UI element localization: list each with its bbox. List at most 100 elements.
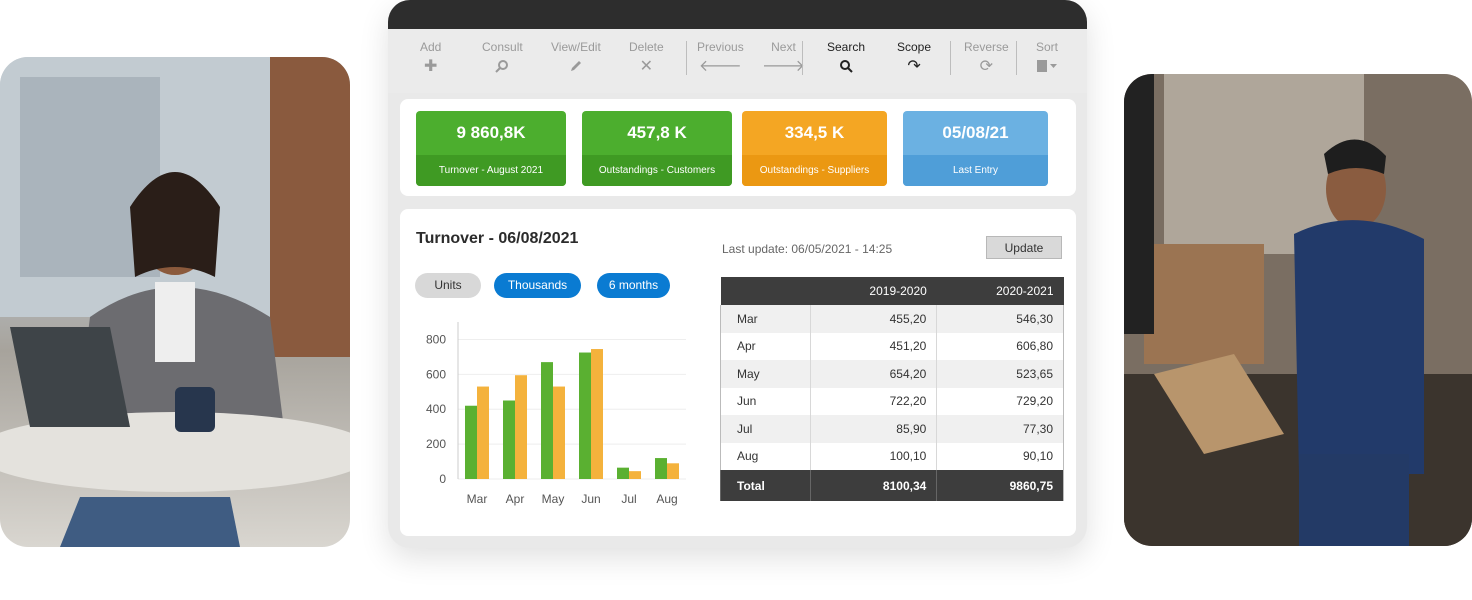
table-row[interactable]: Aug 100,10 90,10 — [720, 442, 1064, 470]
next-button[interactable]: Next 🡒 — [762, 40, 805, 75]
table-total-cell: 9860,75 — [936, 470, 1064, 501]
bar — [667, 463, 679, 479]
toolbar-divider — [950, 41, 951, 75]
kpi-value: 05/08/21 — [942, 123, 1009, 142]
kpi-outstandings-customers[interactable]: 457,8 K Outstandings - Customers — [582, 111, 732, 186]
table-row[interactable]: Jul 85,90 77,30 — [720, 415, 1064, 443]
table-cell: Mar — [720, 305, 811, 333]
table-row[interactable]: Apr 451,20 606,80 — [720, 332, 1064, 360]
plus-icon: ✚ — [423, 58, 438, 75]
bar — [655, 458, 667, 479]
toolbar: Add ✚ Consult View/Edit Delete ✕ Previou… — [388, 29, 1087, 93]
document-sort-icon — [1036, 59, 1058, 77]
delete-button[interactable]: Delete ✕ — [629, 40, 664, 75]
y-tick-label: 0 — [439, 472, 446, 486]
table-cell: 722,20 — [809, 387, 937, 415]
update-button[interactable]: Update — [986, 236, 1062, 259]
table-row[interactable]: Mar 455,20 546,30 — [720, 305, 1064, 333]
bar — [541, 362, 553, 479]
toolbar-divider — [1016, 41, 1017, 75]
bar — [591, 349, 603, 479]
kpi-value: 457,8 K — [627, 123, 687, 142]
consult-button[interactable]: Consult — [482, 40, 523, 77]
kpi-label: Outstandings - Customers — [582, 155, 732, 186]
kpi-label: Outstandings - Suppliers — [742, 155, 887, 186]
bar — [515, 375, 527, 479]
table-cell: 455,20 — [809, 305, 937, 333]
table-total-row: Total 8100,34 9860,75 — [720, 470, 1064, 501]
arrow-right-icon: 🡒 — [762, 58, 805, 75]
bar — [477, 386, 489, 479]
search-button[interactable]: Search — [827, 40, 865, 77]
bar — [553, 386, 565, 479]
view-edit-button[interactable]: View/Edit — [551, 40, 601, 77]
table-row[interactable]: Jun 722,20 729,20 — [720, 387, 1064, 415]
turnover-panel: Turnover - 06/08/2021 Last update: 06/05… — [400, 209, 1076, 536]
photo-woman-at-laptop — [0, 57, 350, 547]
table-cell: Apr — [720, 332, 811, 360]
last-update-text: Last update: 06/05/2021 - 14:25 — [722, 242, 893, 256]
units-filter-button[interactable]: Units — [415, 273, 481, 298]
pencil-icon — [551, 59, 601, 77]
x-tick-label: Mar — [467, 492, 488, 506]
table-cell: 85,90 — [809, 415, 937, 443]
turnover-table: 2019-2020 2020-2021 Mar 455,20 546,30 Ap… — [720, 277, 1064, 501]
y-tick-label: 200 — [426, 437, 446, 451]
x-tick-label: Jul — [621, 492, 636, 506]
previous-button[interactable]: Previous 🡐 — [697, 40, 744, 75]
table-header-row: 2019-2020 2020-2021 — [720, 277, 1064, 305]
app-window: Add ✚ Consult View/Edit Delete ✕ Previou… — [388, 0, 1087, 548]
add-button[interactable]: Add ✚ — [420, 40, 442, 75]
kpi-turnover[interactable]: 9 860,8K Turnover - August 2021 — [416, 111, 566, 186]
table-cell: 546,30 — [936, 305, 1064, 333]
table-header — [720, 277, 811, 305]
table-total-cell: 8100,34 — [809, 470, 937, 501]
search-icon — [482, 59, 523, 77]
redo-icon: ↷ — [907, 58, 921, 75]
x-tick-label: Jun — [581, 492, 600, 506]
sort-button[interactable]: Sort — [1036, 40, 1058, 77]
y-tick-label: 600 — [426, 367, 446, 381]
kpi-outstandings-suppliers[interactable]: 334,5 K Outstandings - Suppliers — [742, 111, 887, 186]
table-cell: 523,65 — [936, 360, 1064, 388]
table-cell: 100,10 — [809, 442, 937, 470]
x-tick-label: Apr — [506, 492, 525, 506]
table-header: 2019-2020 — [810, 277, 937, 305]
kpi-label: Last Entry — [903, 155, 1048, 186]
kpi-label: Turnover - August 2021 — [416, 155, 566, 186]
table-cell: 729,20 — [936, 387, 1064, 415]
refresh-icon: ⟳ — [979, 58, 994, 75]
table-cell: 77,30 — [936, 415, 1064, 443]
photo-man-packing-box — [1124, 74, 1472, 546]
page-title: Turnover - 06/08/2021 — [416, 230, 579, 247]
kpi-panel: 9 860,8K Turnover - August 2021 457,8 K … — [400, 99, 1076, 196]
table-cell: 451,20 — [809, 332, 937, 360]
table-header: 2020-2021 — [936, 277, 1064, 305]
bar — [629, 471, 641, 479]
six-months-filter-button[interactable]: 6 months — [597, 273, 670, 298]
table-cell: May — [720, 360, 811, 388]
window-titlebar — [388, 0, 1087, 29]
x-tick-label: May — [542, 492, 565, 506]
x-tick-label: Aug — [656, 492, 677, 506]
table-total-cell: Total — [720, 470, 811, 501]
kpi-value: 9 860,8K — [456, 123, 526, 142]
table-cell: Jun — [720, 387, 811, 415]
table-row[interactable]: May 654,20 523,65 — [720, 360, 1064, 388]
toolbar-divider — [802, 41, 803, 75]
bar — [503, 400, 515, 479]
table-cell: 654,20 — [809, 360, 937, 388]
reverse-button[interactable]: Reverse ⟳ — [964, 40, 1009, 75]
table-cell: Aug — [720, 442, 811, 470]
table-cell: 606,80 — [936, 332, 1064, 360]
bar — [617, 467, 629, 479]
y-tick-label: 800 — [426, 332, 446, 346]
toolbar-divider — [686, 41, 687, 75]
scope-button[interactable]: Scope ↷ — [897, 40, 932, 75]
thousands-filter-button[interactable]: Thousands — [494, 273, 581, 298]
search-icon — [827, 59, 865, 77]
kpi-last-entry[interactable]: 05/08/21 Last Entry — [903, 111, 1048, 186]
bar — [465, 405, 477, 479]
kpi-value: 334,5 K — [784, 123, 845, 142]
y-tick-label: 400 — [426, 402, 446, 416]
